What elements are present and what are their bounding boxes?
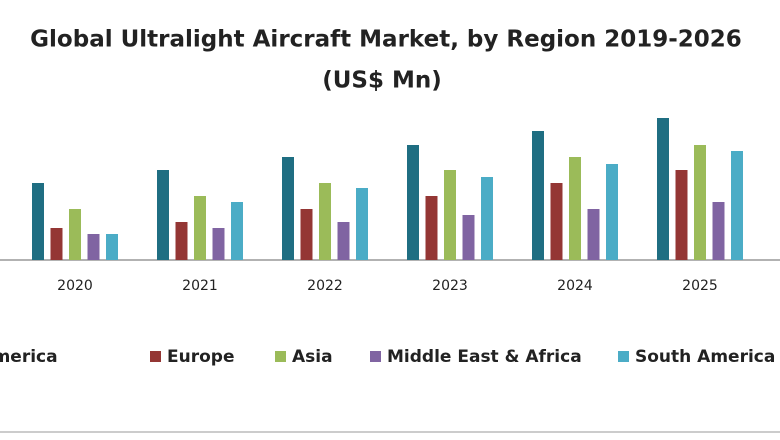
bar <box>106 234 118 260</box>
bar <box>231 202 243 260</box>
bar <box>175 222 188 260</box>
x-tick-label: 2020 <box>57 278 93 294</box>
bar <box>32 183 44 260</box>
bar <box>675 170 688 260</box>
legend-swatch <box>618 351 629 362</box>
legend-swatch <box>370 351 381 362</box>
legend-label: Europe <box>167 347 234 367</box>
x-tick-label: 2025 <box>682 278 718 294</box>
bar <box>69 209 81 260</box>
legend-label: Middle East & Africa <box>387 347 582 367</box>
legend-label: North America <box>0 347 58 367</box>
x-tick-label: 2021 <box>182 278 218 294</box>
bar <box>606 164 618 260</box>
bar <box>462 215 475 260</box>
bar <box>694 145 706 260</box>
bar <box>157 170 169 260</box>
bar <box>657 118 669 260</box>
bar <box>212 228 225 260</box>
bar <box>444 170 456 260</box>
x-tick-label: 2024 <box>557 278 593 294</box>
legend-label: Asia <box>292 347 333 367</box>
bar <box>407 145 419 260</box>
bar <box>481 177 493 260</box>
bar <box>194 196 206 260</box>
bar <box>282 157 294 260</box>
bar <box>587 209 600 260</box>
bar <box>50 228 63 260</box>
chart-title: Global Ultralight Aircraft Market, by Re… <box>30 27 742 53</box>
x-tick-label: 2022 <box>307 278 343 294</box>
bar <box>425 196 438 260</box>
bar <box>300 209 313 260</box>
bar <box>532 131 544 260</box>
bar <box>569 157 581 260</box>
bar <box>731 151 743 260</box>
bar <box>550 183 563 260</box>
x-tick-label: 2023 <box>432 278 468 294</box>
chart-subtitle: (US$ Mn) <box>322 68 442 94</box>
bar <box>356 188 368 260</box>
legend-label: South America <box>635 347 775 367</box>
bar <box>337 222 350 260</box>
bar <box>712 202 725 260</box>
legend-swatch <box>275 351 286 362</box>
bar <box>319 183 331 260</box>
bar <box>87 234 100 260</box>
legend-swatch <box>150 351 161 362</box>
